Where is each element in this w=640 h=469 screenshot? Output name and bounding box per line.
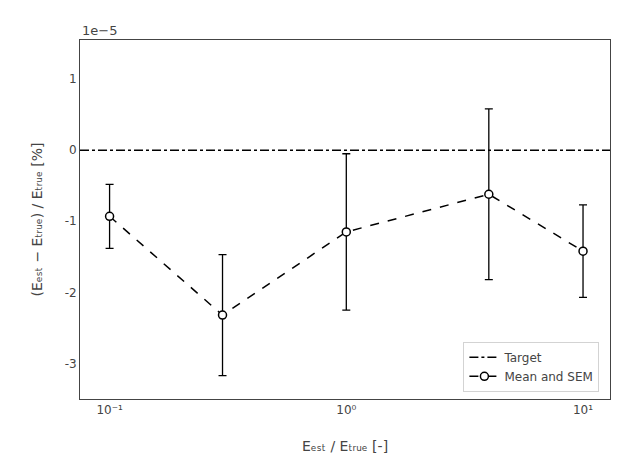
svg-text:1e−5: 1e−5 xyxy=(82,23,117,38)
svg-text:10⁻¹: 10⁻¹ xyxy=(96,403,123,417)
svg-text:0: 0 xyxy=(69,143,77,157)
svg-text:Mean and SEM: Mean and SEM xyxy=(504,370,592,384)
svg-text:-1: -1 xyxy=(65,214,77,228)
svg-text:Target: Target xyxy=(503,351,541,365)
svg-text:(Eₑₛₜ − Eₜᵣᵤₑ) / Eₜᵣᵤₑ [%]: (Eₑₛₜ − Eₜᵣᵤₑ) / Eₜᵣᵤₑ [%] xyxy=(29,142,45,296)
svg-text:10⁰: 10⁰ xyxy=(336,403,356,417)
svg-text:1: 1 xyxy=(69,72,77,86)
svg-text:Eₑₛₜ / Eₜᵣᵤₑ [-]: Eₑₛₜ / Eₜᵣᵤₑ [-] xyxy=(302,438,388,454)
svg-text:10¹: 10¹ xyxy=(573,403,593,417)
svg-text:-3: -3 xyxy=(65,357,77,371)
svg-text:-2: -2 xyxy=(65,286,77,300)
